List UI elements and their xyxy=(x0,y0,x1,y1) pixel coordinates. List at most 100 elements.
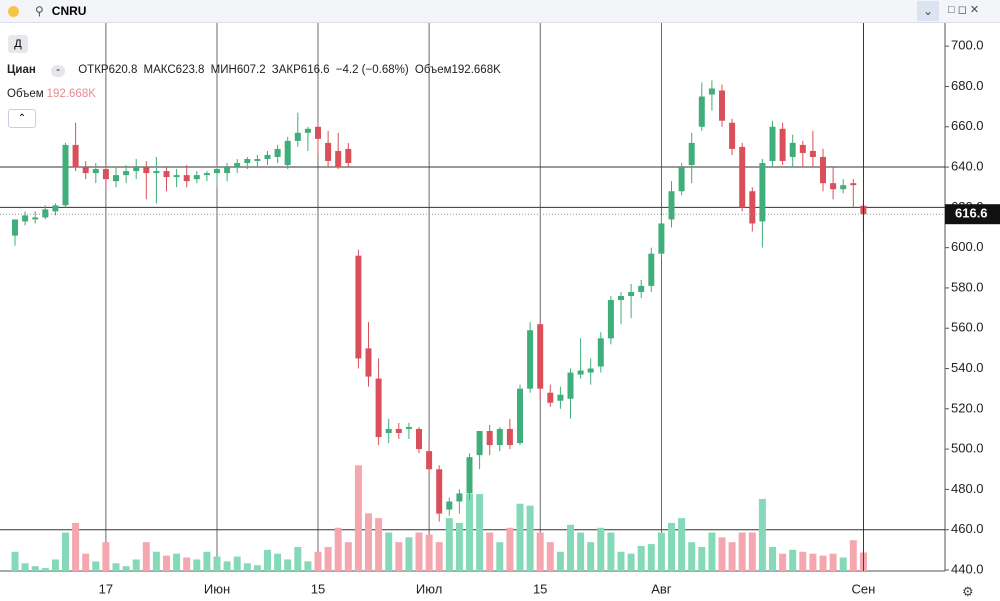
candle-body xyxy=(395,428,402,433)
volume-bar xyxy=(92,561,100,571)
x-tick-label: Сен xyxy=(851,581,875,596)
settings-icon[interactable]: ⚙ xyxy=(962,584,974,599)
volume-bar xyxy=(304,561,312,571)
candle-body xyxy=(496,428,503,446)
volume-bar xyxy=(496,542,504,571)
volume-bar xyxy=(769,546,776,571)
candle-body xyxy=(658,223,665,254)
last-price-label: 616.6 xyxy=(955,206,988,221)
volume-bar xyxy=(274,553,282,571)
y-tick-label: 440.0 xyxy=(951,561,984,576)
volume-bar xyxy=(617,551,625,571)
candle-body xyxy=(294,132,301,141)
candle-body xyxy=(759,163,766,222)
candle-body xyxy=(840,185,847,190)
open-value: 620.8 xyxy=(108,64,138,76)
volume-bar xyxy=(395,542,403,571)
candle-body xyxy=(32,217,39,220)
candle-body xyxy=(133,167,140,172)
volume-name: Объем xyxy=(7,88,44,100)
candle-body xyxy=(365,348,372,377)
volume-bar xyxy=(678,518,686,571)
high-label: МАКС xyxy=(143,64,176,76)
candle-body xyxy=(426,451,433,470)
interval-button[interactable]: Д xyxy=(8,35,28,53)
candle-body xyxy=(587,368,594,373)
volume-bar xyxy=(233,556,241,571)
volume-bar xyxy=(354,465,362,571)
volume-bar xyxy=(445,518,453,571)
volume-bar xyxy=(647,544,655,571)
candle-body xyxy=(486,430,493,446)
volume-bar xyxy=(324,546,332,571)
low-label: МИН xyxy=(210,64,237,76)
candle-body xyxy=(325,142,332,162)
toggle[interactable]: - xyxy=(51,64,66,77)
volume-bar xyxy=(849,540,857,571)
volume-bar xyxy=(546,542,554,571)
dropdown[interactable]: ⌄ xyxy=(917,1,939,21)
candle-body xyxy=(597,338,604,367)
window-buttons[interactable]: □ ◻ ✕ xyxy=(948,4,980,16)
volume-bar xyxy=(82,553,90,571)
volume-bar xyxy=(253,565,261,571)
volume-bar xyxy=(587,542,595,571)
volume-bar xyxy=(657,532,665,571)
volume-bar xyxy=(577,532,585,571)
candle-body xyxy=(315,126,321,139)
volume-bar xyxy=(526,505,534,571)
close-value: 616.6 xyxy=(300,64,330,76)
y-tick-label: 700.0 xyxy=(951,38,984,53)
volume-value: 192.668K xyxy=(46,88,96,100)
candle-body xyxy=(42,209,49,218)
candle-body xyxy=(284,140,291,166)
volume-bar xyxy=(415,532,423,571)
candle-body xyxy=(698,96,705,127)
volume-bar xyxy=(31,566,39,571)
volume-bar xyxy=(132,559,140,571)
volume-bar xyxy=(486,532,494,571)
candle-body xyxy=(173,175,180,178)
candle-body xyxy=(163,171,170,178)
candle-body xyxy=(456,493,463,502)
collapse-button[interactable]: ⌃ xyxy=(8,109,36,128)
volume-bar xyxy=(223,561,231,571)
series-name: Циан xyxy=(7,64,36,76)
low-value: 607.2 xyxy=(236,64,266,76)
volume-bar xyxy=(72,522,80,571)
volume-bar xyxy=(203,551,211,571)
volume-bar xyxy=(698,546,706,571)
volume-bar xyxy=(688,542,696,571)
volume-bar xyxy=(163,555,170,571)
candle-body xyxy=(618,295,624,301)
candle-body xyxy=(436,469,443,514)
volume-bar xyxy=(102,542,110,571)
volume-bar xyxy=(385,532,393,571)
volume-bar xyxy=(294,546,302,571)
candle-body xyxy=(749,191,756,224)
volume-bar xyxy=(284,559,292,571)
candle-body xyxy=(628,291,635,296)
volume-legend: Объем 192.668K xyxy=(7,88,99,100)
volume-bar xyxy=(334,527,342,571)
candle-body xyxy=(769,126,776,162)
volume-bar xyxy=(173,553,181,571)
volume-bar xyxy=(455,522,463,571)
volume-bar xyxy=(627,553,635,571)
search-icon[interactable]: ⚲ xyxy=(35,4,44,18)
candle-body xyxy=(12,219,18,236)
y-tick-label: 500.0 xyxy=(951,441,984,456)
candle-body xyxy=(244,158,251,164)
candle-body xyxy=(729,122,736,149)
volume-value: 192.668K xyxy=(451,64,501,76)
candle-body xyxy=(688,142,695,166)
volume-bar xyxy=(405,537,413,571)
volume-bar xyxy=(344,542,352,571)
volume-bar xyxy=(718,537,726,571)
candle-body xyxy=(72,144,79,168)
symbol[interactable]: CNRU xyxy=(51,4,87,18)
candle-body xyxy=(830,183,837,190)
volume-bar xyxy=(476,494,484,571)
candle-body xyxy=(224,167,231,174)
candle-body xyxy=(375,378,382,438)
